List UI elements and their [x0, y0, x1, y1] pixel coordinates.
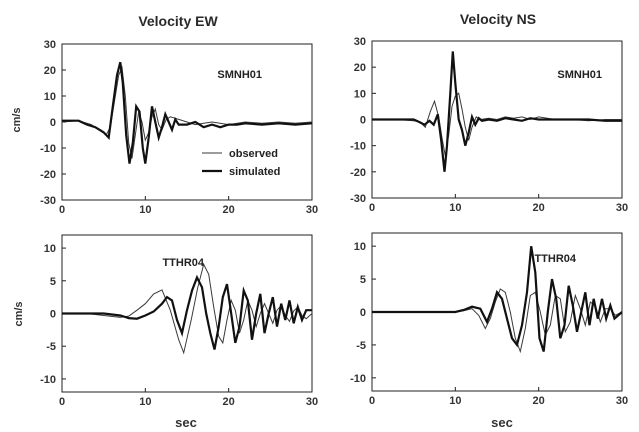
x-tick-label: 10	[139, 396, 151, 408]
y-tick-label: 30	[44, 39, 56, 51]
y-tick-label: -20	[350, 167, 366, 179]
x-tick-label: 30	[306, 396, 318, 408]
y-tick-label: 10	[44, 91, 56, 103]
y-tick-label: 10	[44, 243, 56, 255]
x-tick-label: 30	[306, 204, 318, 216]
x-tick-label: 20	[533, 202, 545, 214]
panel-ew-tthr04: 0 10 20 30 -10 -5 0 5 10	[40, 234, 318, 408]
station-label-ns-tthr04: TTHR04	[534, 253, 576, 265]
x-tick-label: 10	[449, 395, 461, 407]
panel-ew-smnh01: 0 10 20 30 -30 -20 -10 0 10 20 30	[40, 39, 318, 216]
x-tick-label: 30	[616, 202, 628, 214]
y-tick-label: -10	[350, 141, 366, 153]
station-label-ew-smnh01: SMNH01	[217, 69, 262, 81]
x-tick-label: 30	[616, 395, 628, 407]
y-axis-label-tthr04-ew: cm/s	[13, 301, 25, 326]
y-tick-label: -5	[46, 341, 56, 353]
y-tick-label: -30	[40, 195, 56, 207]
x-tick-label: 10	[139, 204, 151, 216]
y-tick-label: 30	[354, 36, 366, 48]
series-line-observed-ew-smnh01	[62, 65, 312, 159]
series-line-simulated-ns-smnh01	[372, 51, 622, 172]
panel-ns-tthr04: 0 10 20 30 -10 -5 0 5 10	[350, 232, 628, 407]
x-axis-label-ew: sec	[175, 415, 197, 430]
x-tick-label: 20	[533, 395, 545, 407]
y-tick-label: 5	[50, 276, 56, 288]
station-label-ns-smnh01: SMNH01	[557, 69, 602, 81]
x-tick-label: 0	[369, 395, 375, 407]
panel-title-ew: Velocity EW	[138, 13, 218, 29]
series-line-simulated-ew-tthr04	[62, 274, 312, 350]
y-tick-label: -10	[350, 373, 366, 385]
y-tick-label: 20	[44, 65, 56, 77]
x-tick-label: 20	[223, 396, 235, 408]
panel-title-ns: Velocity NS	[460, 11, 536, 27]
x-tick-label: 20	[223, 204, 235, 216]
x-tick-label: 0	[59, 204, 65, 216]
y-tick-label: 0	[50, 117, 56, 129]
panel-ns-smnh01: 0 10 20 30 -30 -20 -10 0 10 20 30	[350, 36, 628, 214]
y-tick-label: -10	[40, 143, 56, 155]
legend-label-simulated: simulated	[229, 166, 280, 178]
y-tick-label: 10	[354, 241, 366, 253]
x-tick-label: 10	[449, 202, 461, 214]
y-axis-label-ew: cm/s	[11, 107, 23, 132]
x-axis-label-ns: sec	[491, 415, 513, 430]
y-tick-label: 0	[50, 309, 56, 321]
y-tick-label: 10	[354, 88, 366, 100]
x-tick-label: 0	[59, 396, 65, 408]
y-tick-label: 0	[360, 115, 366, 127]
legend-label-observed: observed	[229, 148, 278, 160]
x-tick-label: 0	[369, 202, 375, 214]
legend: observed simulated	[202, 148, 280, 178]
station-label-ew-tthr04: TTHR04	[162, 257, 204, 269]
series-line-simulated-ns-tthr04	[372, 246, 622, 352]
y-tick-label: -10	[40, 374, 56, 386]
y-tick-label: 0	[360, 307, 366, 319]
y-tick-label: -30	[350, 193, 366, 205]
y-tick-label: 20	[354, 62, 366, 74]
y-tick-label: 5	[360, 274, 366, 286]
series-line-observed-ns-smnh01	[372, 92, 622, 157]
series-line-simulated-ew-smnh01	[62, 61, 312, 164]
y-tick-label: -5	[356, 340, 366, 352]
y-tick-label: -20	[40, 169, 56, 181]
